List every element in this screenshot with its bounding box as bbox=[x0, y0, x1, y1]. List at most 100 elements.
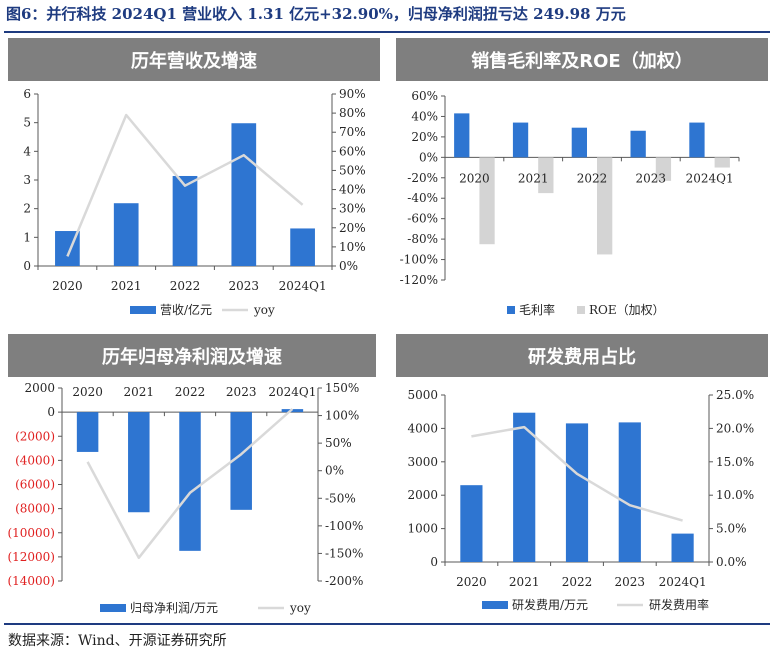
right-axis-tick-label: 5.0% bbox=[716, 522, 747, 536]
right-axis-tick-label: 50% bbox=[325, 436, 352, 450]
left-axis-tick-label: 4 bbox=[23, 144, 31, 158]
roe-bar bbox=[597, 157, 613, 255]
left-axis-tick-label: -60% bbox=[407, 212, 438, 226]
series-line bbox=[66, 113, 304, 257]
value-bar bbox=[512, 122, 529, 158]
left-axis-tick-label: 5000 bbox=[407, 388, 438, 402]
category-label: 2020 bbox=[456, 575, 487, 589]
series-line bbox=[471, 425, 683, 522]
right-axis-tick-label: 30% bbox=[339, 202, 366, 216]
value-bar bbox=[76, 412, 99, 452]
value-bar bbox=[113, 203, 139, 266]
source-note: 数据来源：Wind、开源证券研究所 bbox=[8, 633, 227, 649]
left-axis-tick-label: -20% bbox=[407, 171, 438, 185]
left-axis-tick-label: 1000 bbox=[407, 522, 438, 536]
category-label: 2023 bbox=[636, 171, 667, 185]
right-axis-tick-label: -150% bbox=[325, 546, 363, 560]
right-axis-tick-label: 25.0% bbox=[716, 388, 754, 402]
right-axis-tick-label: 20% bbox=[339, 221, 366, 235]
category-label: 2020 bbox=[52, 279, 83, 293]
left-axis-tick-label: 5 bbox=[23, 116, 31, 130]
category-label: 2023 bbox=[615, 575, 646, 589]
right-axis-tick-label: 0% bbox=[339, 259, 358, 273]
category-label: 2024Q1 bbox=[268, 385, 316, 399]
left-axis-tick-label: (4000) bbox=[15, 453, 55, 467]
value-bar bbox=[128, 412, 150, 513]
value-bar bbox=[231, 123, 257, 266]
value-bar bbox=[454, 113, 470, 158]
right-axis-tick-label: 20.0% bbox=[716, 421, 754, 435]
legend-label: ROE（加权） bbox=[589, 303, 665, 317]
left-axis-tick-label: 2000 bbox=[407, 488, 438, 502]
left-axis-tick-label: 3000 bbox=[407, 455, 438, 469]
value-bar bbox=[290, 228, 315, 266]
category-label: 2022 bbox=[175, 385, 206, 399]
right-axis-tick-label: -50% bbox=[325, 491, 356, 505]
right-axis-tick-label: 100% bbox=[325, 409, 359, 423]
right-axis-tick-label: 15.0% bbox=[716, 455, 754, 469]
right-axis-tick-label: 150% bbox=[325, 381, 359, 395]
legend-label: 研发费用率 bbox=[649, 597, 709, 612]
value-bar bbox=[460, 485, 483, 562]
legend-label: 毛利率 bbox=[519, 302, 555, 317]
roe-bar bbox=[655, 157, 672, 181]
left-axis-tick-label: 0 bbox=[430, 555, 438, 569]
left-axis-tick-label: (12000) bbox=[7, 550, 55, 564]
roe-bar bbox=[538, 157, 554, 194]
category-label: 2021 bbox=[111, 279, 142, 293]
margin-chart: 60% 40% 20% 0% -20% -40% -60% -80% -100% -120% 202… bbox=[400, 89, 740, 317]
left-axis-tick-label: 2000 bbox=[24, 381, 55, 395]
left-axis-tick-label: 6 bbox=[23, 87, 31, 101]
footer-rule bbox=[4, 623, 770, 625]
category-label: 2024Q1 bbox=[686, 171, 734, 185]
value-bar bbox=[671, 533, 694, 562]
value-bar bbox=[172, 175, 198, 266]
left-axis-tick-label: (8000) bbox=[15, 502, 55, 516]
legend-bar-swatch bbox=[577, 306, 585, 314]
left-axis-tick-label: (14000) bbox=[7, 574, 55, 588]
category-label: 2020 bbox=[459, 171, 490, 185]
category-label: 2024Q1 bbox=[279, 279, 327, 293]
series-line bbox=[86, 408, 294, 560]
left-axis-tick-label: 4000 bbox=[407, 421, 438, 435]
legend-label: yoy bbox=[289, 601, 311, 615]
roe-bar bbox=[479, 157, 495, 245]
right-axis-tick-label: 0% bbox=[325, 464, 344, 478]
netprofit-chart: 2000 0 (2000) (4000) (6000) (8000) (10000) (120… bbox=[7, 381, 363, 615]
category-label: 2023 bbox=[229, 279, 260, 293]
category-label: 2022 bbox=[170, 279, 201, 293]
value-bar bbox=[230, 412, 252, 510]
left-axis-tick-label: 40% bbox=[411, 109, 438, 123]
value-bar bbox=[513, 412, 536, 562]
legend-label: 研发费用/万元 bbox=[512, 597, 588, 612]
left-axis-tick-label: 60% bbox=[411, 89, 438, 103]
value-bar bbox=[565, 423, 589, 562]
right-axis-tick-label: -100% bbox=[325, 519, 363, 533]
right-axis-tick-label: 80% bbox=[339, 106, 366, 120]
right-axis-tick-label: -200% bbox=[325, 574, 363, 588]
legend-bar-swatch bbox=[507, 306, 515, 314]
left-axis-tick-label: 3 bbox=[23, 173, 31, 187]
margin-header: 销售毛利率及ROE（加权） bbox=[396, 38, 768, 81]
right-axis-tick-label: 0.0% bbox=[716, 555, 747, 569]
legend-label: yoy bbox=[253, 303, 275, 317]
value-bar bbox=[571, 127, 587, 158]
right-axis-tick-label: 90% bbox=[339, 87, 366, 101]
roe-bar bbox=[714, 157, 730, 168]
rd-header: 研发费用占比 bbox=[396, 334, 768, 377]
left-axis-tick-label: -100% bbox=[400, 253, 438, 267]
category-label: 2020 bbox=[72, 385, 103, 399]
left-axis-tick-label: 20% bbox=[411, 130, 438, 144]
left-axis-tick-label: -40% bbox=[407, 191, 438, 205]
left-axis-tick-label: (6000) bbox=[15, 478, 55, 492]
left-axis-tick-label: 2 bbox=[23, 202, 31, 216]
category-label: 2023 bbox=[226, 385, 257, 399]
legend-label: 营收/亿元 bbox=[160, 302, 212, 317]
right-axis-tick-label: 10.0% bbox=[716, 488, 754, 502]
right-axis-tick-label: 50% bbox=[339, 163, 366, 177]
revenue-chart: 01234560%10%20%30%40%50%60%70%80%90%2020… bbox=[23, 87, 366, 317]
category-label: 2021 bbox=[518, 171, 549, 185]
legend-label: 归母净利润/万元 bbox=[130, 601, 218, 615]
left-axis-tick-label: 0% bbox=[419, 150, 438, 164]
right-axis-tick-label: 70% bbox=[339, 125, 366, 139]
